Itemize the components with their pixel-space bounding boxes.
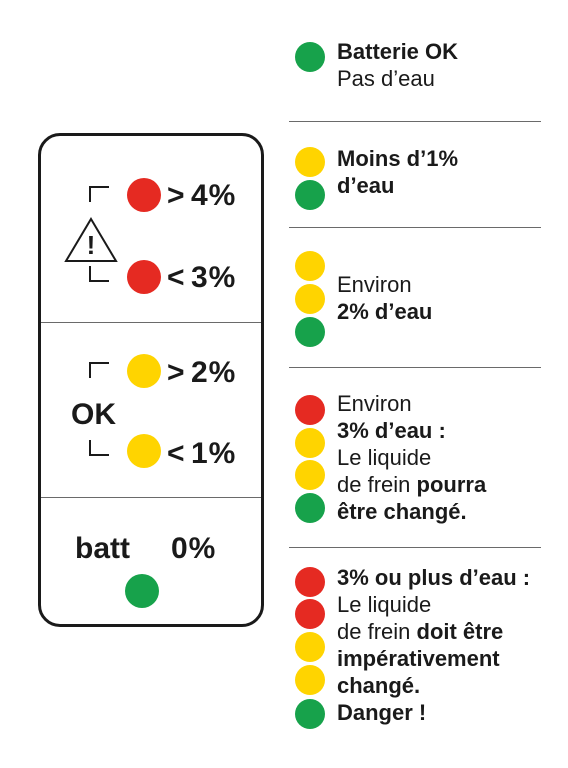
bold-text: 3% ou plus d’eau : [337,565,531,590]
batt-label: batt [75,532,130,565]
bold-text: Batterie OK [337,39,459,64]
text: Pas d’eau [337,66,435,91]
bracket-bottom [89,440,109,456]
legend-text-line: Danger ! [337,699,426,726]
legend-text-line: Moins d’1% [337,145,458,172]
legend-text-line: 2% d’eau [337,298,432,325]
legend-separator [289,547,541,548]
legend-text-line: Le liquide [337,444,431,471]
greater-than-symbol: > [167,179,185,212]
bracket-bottom [89,266,109,282]
legend-text-line: Environ [337,390,412,417]
bold-text: 2% d’eau [337,299,433,324]
ok-label: OK [71,398,116,431]
bold-text: pourra [416,472,487,497]
green-indicator-dot [295,317,325,347]
legend-text-line: 3% ou plus d’eau : [337,564,530,591]
yellow-indicator-dot [295,284,325,314]
bold-text: doit être [416,619,504,644]
legend-text-line: être changé. [337,498,467,525]
bracket-top [89,362,109,378]
threshold-3-label: 3% [191,261,237,294]
yellow-indicator-dot [295,665,325,695]
legend-text-line: changé. [337,672,420,699]
legend-text-line: Pas d’eau [337,65,435,92]
bold-text: être changé. [337,499,467,524]
yellow-indicator-dot [295,632,325,662]
green-indicator-dot [295,493,325,523]
yellow-indicator-dot [295,147,325,177]
text: Le liquide [337,592,432,617]
text: Le liquide [337,445,432,470]
less-than-symbol: < [167,437,185,470]
less-than-symbol: < [167,261,185,294]
indicator-device: > 4% ! < 3% > 2% OK < 1% batt 0% [38,133,264,627]
legend-text-line: impérativement [337,645,500,672]
green-indicator-light [125,574,159,608]
device-divider [41,322,261,323]
legend-text-line: 3% d’eau : [337,417,446,444]
yellow-indicator-dot [295,460,325,490]
red-indicator-light [127,178,161,212]
bold-text: Moins d’1% [337,146,459,171]
bold-text: changé. [337,673,421,698]
green-indicator-dot [295,180,325,210]
bold-text: 3% d’eau : [337,418,446,443]
bracket-top [89,186,109,202]
text: de frein [337,619,417,644]
text: Environ [337,391,412,416]
yellow-indicator-dot [295,428,325,458]
legend-text-line: d’eau [337,172,394,199]
bold-text: impérativement [337,646,500,671]
legend-separator [289,227,541,228]
warning-icon: ! [64,217,118,262]
green-indicator-dot [295,699,325,729]
batt-percent-label: 0% [171,532,217,565]
red-indicator-dot [295,395,325,425]
threshold-4-label: 4% [191,179,237,212]
legend-text-line: de frein pourra [337,471,486,498]
threshold-2-label: 2% [191,356,237,389]
legend-separator [289,367,541,368]
bold-text: d’eau [337,173,395,198]
red-indicator-dot [295,599,325,629]
device-divider [41,497,261,498]
red-indicator-light [127,260,161,294]
yellow-indicator-dot [295,251,325,281]
green-indicator-dot [295,42,325,72]
greater-than-symbol: > [167,356,185,389]
legend-text-line: Environ [337,271,412,298]
text: Environ [337,272,412,297]
warning-exclamation: ! [87,230,96,260]
yellow-indicator-light [127,354,161,388]
bold-text: Danger ! [337,700,427,725]
legend-text-line: de frein doit être [337,618,503,645]
yellow-indicator-light [127,434,161,468]
threshold-1-label: 1% [191,437,237,470]
text: de frein [337,472,417,497]
legend-text-line: Batterie OK [337,38,458,65]
legend-separator [289,121,541,122]
red-indicator-dot [295,567,325,597]
legend-text-line: Le liquide [337,591,431,618]
